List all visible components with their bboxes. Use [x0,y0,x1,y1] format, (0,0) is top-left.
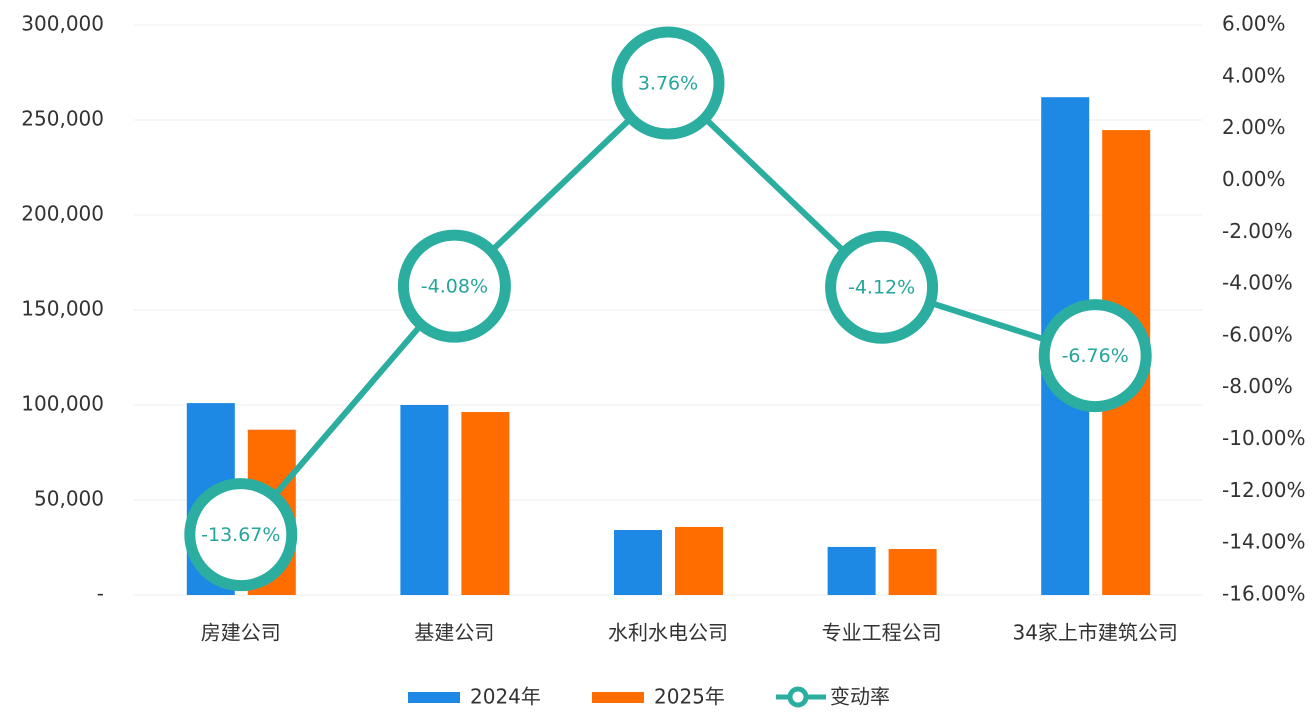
y2-tick-label: -12.00% [1222,478,1305,502]
y2-tick-label: -4.00% [1222,271,1293,295]
y-tick-label: 150,000 [21,297,104,321]
y2-tick-label: -2.00% [1222,219,1293,243]
y-tick-label: 300,000 [21,12,104,36]
y2-tick-label: -10.00% [1222,426,1305,450]
data-label: -6.76% [1062,345,1129,367]
y-tick-label: - [97,582,104,606]
x-tick-label: 专业工程公司 [822,621,942,645]
line [238,78,1097,537]
x-tick-label: 水利水电公司 [608,621,728,645]
legend-label: 2024年 [470,685,541,709]
y2-tick-label: -16.00% [1222,582,1305,606]
y2-tick-label: -6.00% [1222,322,1293,346]
legend-marker [787,686,809,708]
data-label: 3.76% [638,73,698,95]
bar [888,549,937,595]
data-label: -4.12% [848,277,915,299]
y-tick-label: 100,000 [21,392,104,416]
line-marker [397,229,511,343]
bar [614,530,662,595]
bar [461,412,510,595]
y2-tick-label: -8.00% [1222,374,1293,398]
y-tick-label: 50,000 [34,487,104,511]
y2-tick-label: 4.00% [1222,63,1286,87]
line-marker [825,230,939,344]
x-tick-label: 34家上市建筑公司 [1012,621,1177,645]
x-tick-label: 基建公司 [414,621,494,645]
y2-tick-label: -14.00% [1222,530,1305,554]
data-label: -4.08% [421,276,488,298]
data-label: -13.67% [201,524,280,546]
line-marker [184,478,298,592]
y2-tick-label: 6.00% [1222,12,1286,36]
line-marker [611,26,725,140]
legend-label: 2025年 [654,685,725,709]
bar [827,546,876,595]
legend-label: 变动率 [830,685,890,709]
legend-swatch [592,692,644,703]
line-marker [1038,299,1152,413]
y2-tick-label: 0.00% [1222,167,1286,191]
y-tick-label: 200,000 [21,202,104,226]
x-tick-label: 房建公司 [201,621,281,645]
bar [400,405,449,595]
y-tick-label: 250,000 [21,107,104,131]
legend-swatch [408,692,460,703]
bar [675,526,723,595]
y2-tick-label: 2.00% [1222,115,1286,139]
